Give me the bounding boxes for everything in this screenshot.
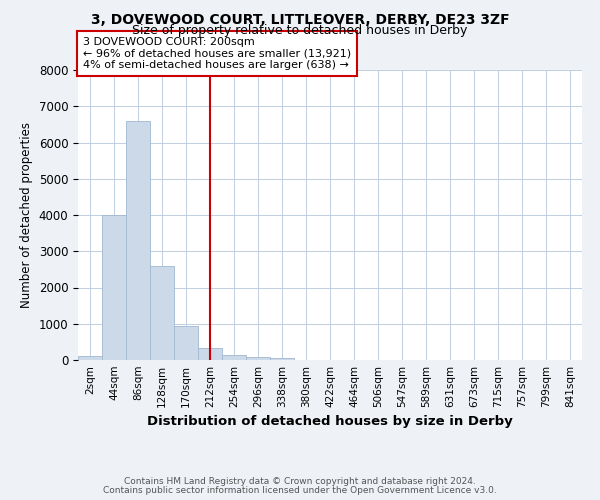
Bar <box>150 266 174 360</box>
Bar <box>222 356 246 360</box>
Text: Contains public sector information licensed under the Open Government Licence v3: Contains public sector information licen… <box>103 486 497 495</box>
Text: 3 DOVEWOOD COURT: 200sqm
← 96% of detached houses are smaller (13,921)
4% of sem: 3 DOVEWOOD COURT: 200sqm ← 96% of detach… <box>83 37 351 70</box>
Text: Contains HM Land Registry data © Crown copyright and database right 2024.: Contains HM Land Registry data © Crown c… <box>124 477 476 486</box>
Text: Size of property relative to detached houses in Derby: Size of property relative to detached ho… <box>133 24 467 37</box>
Text: 3, DOVEWOOD COURT, LITTLEOVER, DERBY, DE23 3ZF: 3, DOVEWOOD COURT, LITTLEOVER, DERBY, DE… <box>91 12 509 26</box>
Bar <box>270 358 294 360</box>
Bar <box>246 358 270 360</box>
Bar <box>174 326 198 360</box>
Y-axis label: Number of detached properties: Number of detached properties <box>20 122 33 308</box>
X-axis label: Distribution of detached houses by size in Derby: Distribution of detached houses by size … <box>147 416 513 428</box>
Bar <box>78 356 102 360</box>
Bar <box>126 120 150 360</box>
Bar <box>102 215 126 360</box>
Bar <box>198 348 222 360</box>
